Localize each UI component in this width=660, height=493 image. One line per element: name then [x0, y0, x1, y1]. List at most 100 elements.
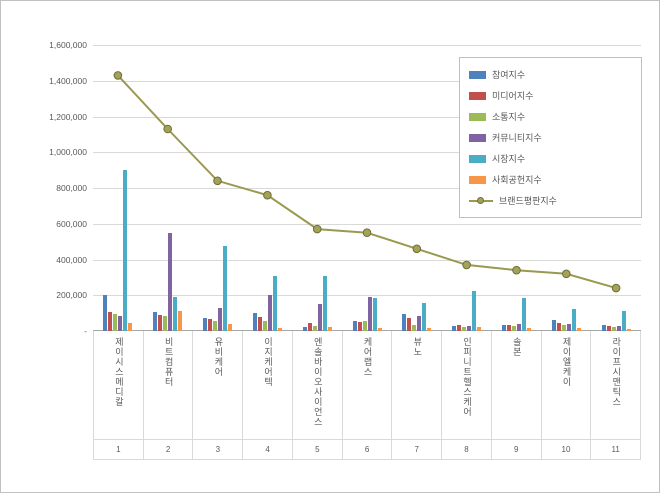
bar [516, 324, 521, 331]
category-rank: 10 [542, 440, 592, 459]
category-rank: 1 [94, 440, 144, 459]
bar [113, 314, 118, 331]
y-axis-tick-label: 1,600,000 [49, 40, 87, 50]
bar [357, 322, 362, 331]
category-rank: 3 [193, 440, 244, 459]
bar [467, 326, 472, 331]
bar [561, 325, 566, 331]
y-axis-tick-label: 1,000,000 [49, 147, 87, 158]
trend-line-marker [462, 260, 471, 270]
gridline [93, 45, 641, 46]
bar [302, 327, 307, 331]
trend-line-marker [362, 228, 372, 237]
category-rank: 11 [591, 440, 642, 459]
category-label: 라이프시맨틱스 [611, 337, 622, 407]
gridline [93, 223, 641, 225]
gridline [93, 152, 641, 154]
bar [511, 326, 516, 331]
bar [616, 326, 621, 331]
bar [362, 321, 367, 331]
trend-line-marker [312, 224, 322, 234]
category-label: 뷰노 [412, 337, 423, 357]
legend-item-label: 미디어지수 [492, 91, 534, 101]
bar [163, 316, 168, 331]
bar [551, 320, 556, 331]
bar [317, 304, 322, 331]
category-label: 이지케어텍 [263, 337, 274, 387]
bar [367, 297, 372, 331]
trend-line-marker [113, 71, 123, 80]
bar [576, 328, 581, 331]
trend-line-marker [263, 190, 272, 200]
legend-color-swatch-icon [469, 154, 486, 163]
legend-color-swatch-icon [469, 91, 486, 100]
category-cell: 라이프시맨틱스 [591, 331, 642, 439]
category-rank: 4 [243, 440, 293, 459]
legend-item: 브랜드평판지수 [469, 190, 632, 211]
bar [262, 321, 267, 331]
y-axis: 1,600,000 1,400,000 1,200,000 1,000,000 800,… [1, 1, 87, 492]
category-label: 케어랩스 [362, 337, 373, 377]
bar [352, 321, 357, 331]
trend-line-marker [163, 124, 172, 134]
category-cell: 제이시스메디칼 [94, 331, 144, 439]
trend-line-marker [412, 244, 422, 254]
category-cell: 비트컴퓨터 [144, 331, 194, 439]
y-axis-tick-label: 1,200,000 [49, 111, 87, 122]
legend-line-marker-icon [469, 196, 493, 205]
legend-item-label: 참여지수 [492, 70, 526, 80]
category-rank: 7 [392, 440, 443, 459]
category-label: 엔솔바이오사이언스 [312, 337, 323, 427]
category-cell: 뷰노 [392, 331, 443, 439]
legend-item: 소통지수 [469, 106, 632, 127]
bar [626, 329, 631, 331]
trend-line-layer [113, 71, 621, 293]
category-rank: 5 [293, 440, 343, 459]
legend-item-label: 브랜드평판지수 [499, 196, 557, 206]
category-label: 인피니트헬스케어 [462, 337, 472, 417]
bar [556, 323, 561, 331]
bar [571, 309, 576, 331]
bar [412, 325, 417, 331]
x-axis-category-labels: 제이시스메디칼 비트컴퓨터 유비케어 이지케어텍 엔솔바이오사이언스 케어랩스 뷰노 인피니트… [93, 331, 642, 439]
bar [611, 327, 616, 331]
legend-item: 사회공헌지수 [469, 169, 632, 190]
y-axis-tick-label: 800,000 [56, 183, 87, 193]
legend-color-swatch-icon [469, 70, 486, 79]
bar [452, 326, 457, 331]
legend-dot-icon [477, 197, 484, 204]
bar [601, 325, 606, 331]
bar [103, 295, 108, 331]
y-axis-tick-label: 1,400,000 [49, 75, 87, 86]
bar [407, 318, 412, 331]
legend-item: 참여지수 [469, 64, 632, 85]
category-label: 솔본 [511, 337, 522, 357]
bar [203, 318, 208, 331]
bar [307, 323, 312, 331]
x-axis-rank-labels: 1 2 3 4 5 6 7 8 9 10 11 [93, 439, 642, 460]
category-cell: 이지케어텍 [243, 331, 293, 439]
bar [606, 326, 611, 331]
gridline [93, 116, 641, 118]
gridline [93, 259, 641, 261]
gridline [93, 80, 641, 82]
category-rank: 9 [492, 440, 542, 459]
category-rank: 2 [144, 440, 194, 459]
bar [566, 324, 571, 331]
bar [462, 327, 467, 331]
bar [477, 327, 482, 331]
bar [327, 327, 332, 331]
bar [123, 170, 128, 331]
gridline [93, 295, 641, 297]
bar [158, 315, 163, 331]
bar [377, 328, 382, 331]
bar [427, 328, 432, 331]
trend-line-marker [512, 265, 521, 275]
gridline [93, 188, 641, 189]
category-cell: 제이엘케이 [542, 331, 592, 439]
bar [128, 323, 133, 331]
category-label: 유비케어 [213, 337, 224, 377]
plot-area [93, 45, 641, 331]
legend-color-swatch-icon [469, 133, 486, 142]
